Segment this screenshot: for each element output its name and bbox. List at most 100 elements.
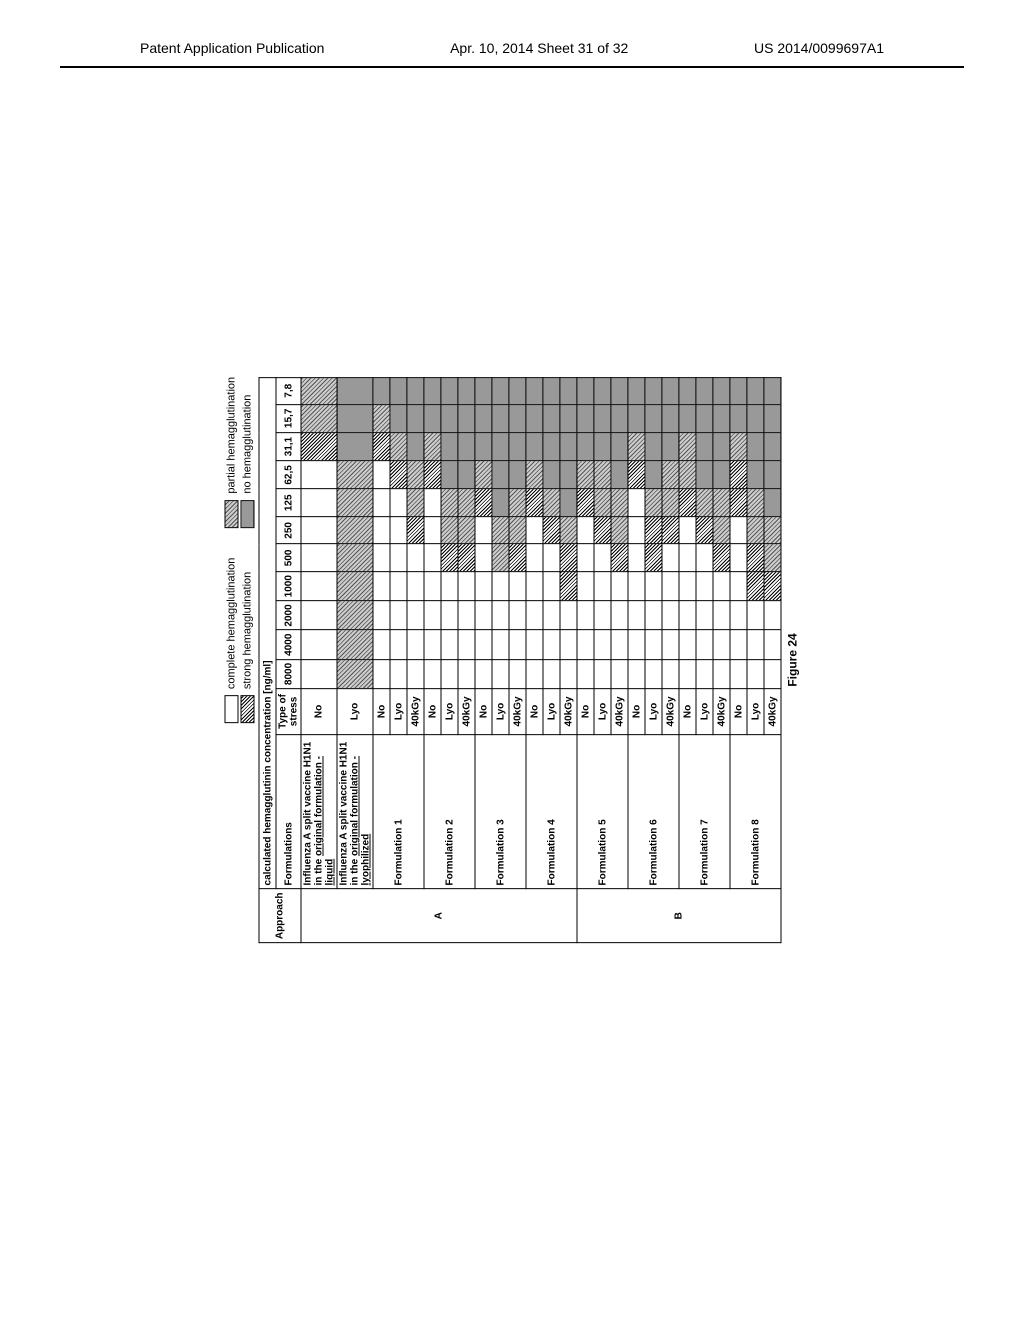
data-cell xyxy=(475,659,492,688)
stress-cell: Lyo xyxy=(543,689,560,735)
data-cell xyxy=(441,544,458,572)
data-cell xyxy=(543,544,560,572)
data-cell xyxy=(441,377,458,404)
data-cell xyxy=(492,489,509,517)
data-cell xyxy=(696,461,713,489)
data-cell xyxy=(458,572,475,601)
formulation-label: Influenza A split vaccine H1N1 in the or… xyxy=(301,734,337,889)
data-cell xyxy=(424,404,441,432)
figure-caption: Figure 24 xyxy=(786,377,800,943)
data-cell xyxy=(560,404,577,432)
data-cell xyxy=(543,404,560,432)
data-cell xyxy=(679,404,696,432)
header-left: Patent Application Publication xyxy=(140,40,324,56)
data-cell xyxy=(577,461,594,489)
data-cell xyxy=(475,601,492,630)
legend-complete-label: complete hemagglutination xyxy=(226,558,238,689)
data-cell xyxy=(407,377,424,404)
data-cell xyxy=(747,404,764,432)
data-cell xyxy=(696,601,713,630)
data-cell xyxy=(509,377,526,404)
data-cell xyxy=(730,432,747,460)
data-cell xyxy=(713,489,730,517)
data-cell xyxy=(458,404,475,432)
data-cell xyxy=(594,517,611,545)
data-cell xyxy=(458,544,475,572)
data-cell xyxy=(577,432,594,460)
data-cell xyxy=(747,377,764,404)
data-cell xyxy=(390,432,407,460)
data-cell xyxy=(373,404,390,432)
data-cell xyxy=(645,572,662,601)
legend-partial: partial hemagglutination xyxy=(225,377,239,528)
data-cell xyxy=(441,601,458,630)
data-cell xyxy=(628,544,645,572)
stress-cell: Lyo xyxy=(747,689,764,735)
data-cell xyxy=(730,377,747,404)
data-cell xyxy=(713,377,730,404)
approach-cell: B xyxy=(577,889,781,943)
data-cell xyxy=(337,461,373,489)
swatch-partial xyxy=(225,500,239,528)
stress-cell: 40kGy xyxy=(713,689,730,735)
data-cell xyxy=(645,377,662,404)
data-cell xyxy=(390,601,407,630)
data-cell xyxy=(543,377,560,404)
data-cell xyxy=(526,432,543,460)
data-cell xyxy=(594,461,611,489)
data-cell xyxy=(424,572,441,601)
col-approach: Approach xyxy=(259,889,301,943)
data-cell xyxy=(458,377,475,404)
data-cell xyxy=(390,489,407,517)
data-cell xyxy=(577,377,594,404)
data-cell xyxy=(696,489,713,517)
data-cell xyxy=(424,461,441,489)
data-cell xyxy=(492,404,509,432)
data-cell xyxy=(730,489,747,517)
data-cell xyxy=(526,404,543,432)
data-cell xyxy=(645,461,662,489)
data-cell xyxy=(407,517,424,545)
concentration-header: 500 xyxy=(276,544,301,572)
data-cell xyxy=(645,659,662,688)
data-cell xyxy=(492,659,509,688)
data-cell xyxy=(594,377,611,404)
data-cell xyxy=(577,601,594,630)
formulation-label: Formulation 8 xyxy=(730,734,781,889)
data-cell xyxy=(441,572,458,601)
data-cell xyxy=(337,572,373,601)
data-cell xyxy=(509,489,526,517)
data-cell xyxy=(492,377,509,404)
data-cell xyxy=(713,572,730,601)
data-cell xyxy=(713,544,730,572)
data-cell xyxy=(301,489,337,517)
data-cell xyxy=(475,404,492,432)
data-cell xyxy=(577,404,594,432)
approach-cell: A xyxy=(301,889,577,943)
data-cell xyxy=(492,461,509,489)
data-cell xyxy=(594,659,611,688)
hemagglutination-table: Approachcalculated hemagglutinin concent… xyxy=(259,377,782,943)
data-cell xyxy=(526,517,543,545)
stress-cell: 40kGy xyxy=(509,689,526,735)
data-cell xyxy=(679,377,696,404)
stress-cell: Lyo xyxy=(645,689,662,735)
data-cell xyxy=(337,544,373,572)
data-cell xyxy=(441,517,458,545)
data-cell xyxy=(543,432,560,460)
data-cell xyxy=(560,461,577,489)
data-cell xyxy=(764,572,781,601)
data-cell xyxy=(337,630,373,659)
data-cell xyxy=(407,432,424,460)
data-cell xyxy=(764,461,781,489)
data-cell xyxy=(628,489,645,517)
data-cell xyxy=(475,544,492,572)
data-cell xyxy=(475,461,492,489)
data-cell xyxy=(509,432,526,460)
data-cell xyxy=(337,489,373,517)
formulation-label: Formulation 3 xyxy=(475,734,526,889)
data-cell xyxy=(301,659,337,688)
data-cell xyxy=(747,489,764,517)
data-cell xyxy=(373,544,390,572)
data-cell xyxy=(594,572,611,601)
